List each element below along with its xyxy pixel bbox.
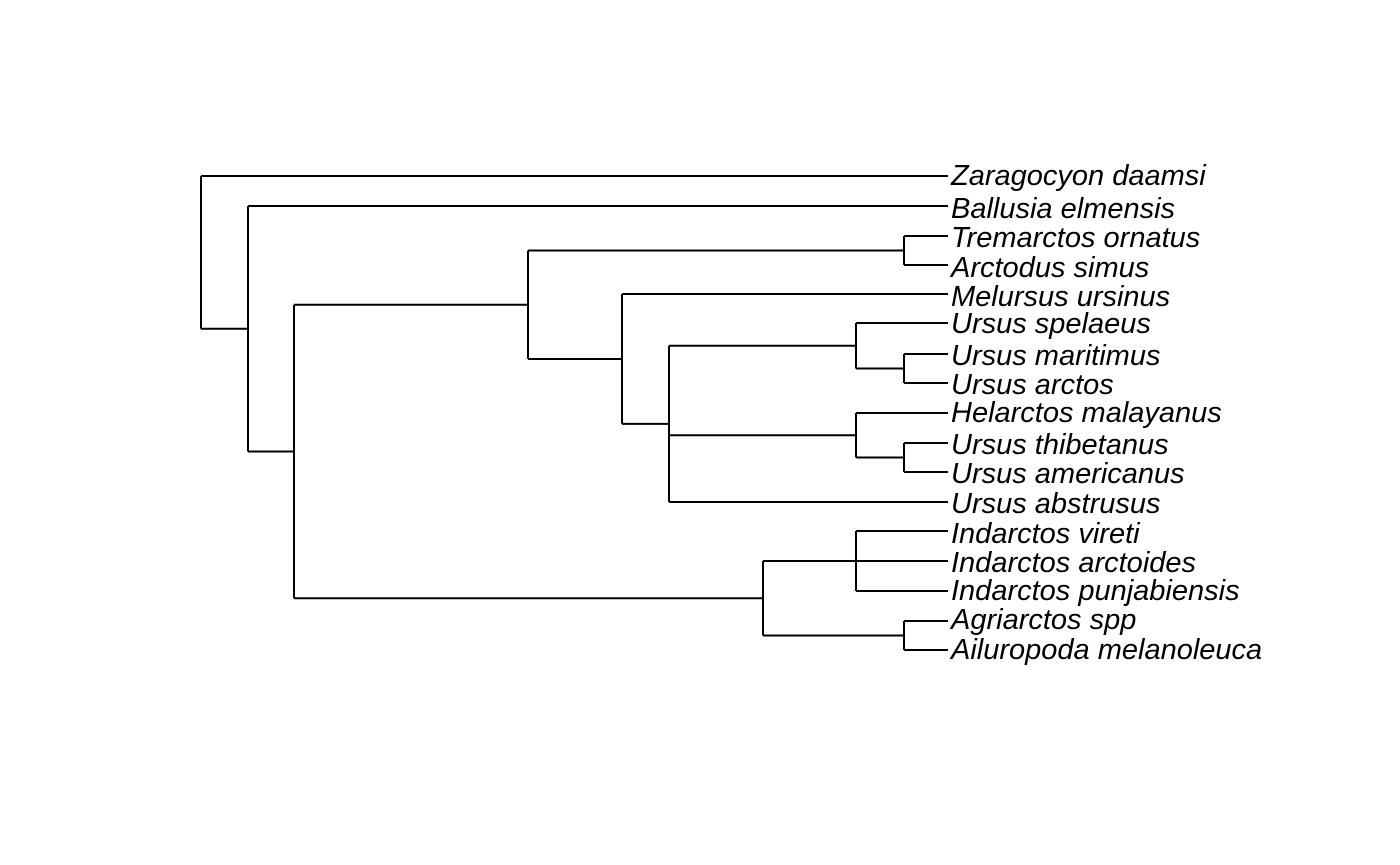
tip-label-vireti: Indarctos vireti — [951, 518, 1141, 550]
tip-label-punjabiensis: Indarctos punjabiensis — [951, 575, 1240, 607]
tip-label-thibetanus: Ursus thibetanus — [951, 429, 1169, 461]
tip-label-tremarctos: Tremarctos ornatus — [951, 222, 1200, 254]
tip-label-agriarctos: Agriarctos spp — [949, 604, 1136, 636]
tip-label-melursus: Melursus ursinus — [951, 281, 1170, 313]
tree-branches — [200, 175, 948, 651]
tip-label-ailuropoda: Ailuropoda melanoleuca — [949, 634, 1262, 666]
tip-labels: Zaragocyon daamsi Ballusia elmensis Trem… — [949, 160, 1262, 666]
tip-label-abstrusus: Ursus abstrusus — [951, 488, 1161, 520]
tip-label-ballusia: Ballusia elmensis — [951, 193, 1175, 225]
tip-label-helarctos: Helarctos malayanus — [951, 397, 1222, 429]
tip-label-arctos: Ursus arctos — [951, 369, 1114, 401]
tip-label-maritimus: Ursus maritimus — [951, 340, 1160, 372]
tip-label-zaragocyon: Zaragocyon daamsi — [950, 160, 1207, 192]
tip-label-spelaeus: Ursus spelaeus — [951, 308, 1151, 340]
tip-label-arctoides: Indarctos arctoides — [951, 547, 1196, 579]
tip-label-americanus: Ursus americanus — [951, 458, 1185, 490]
tip-label-arctodus: Arctodus simus — [949, 252, 1149, 284]
